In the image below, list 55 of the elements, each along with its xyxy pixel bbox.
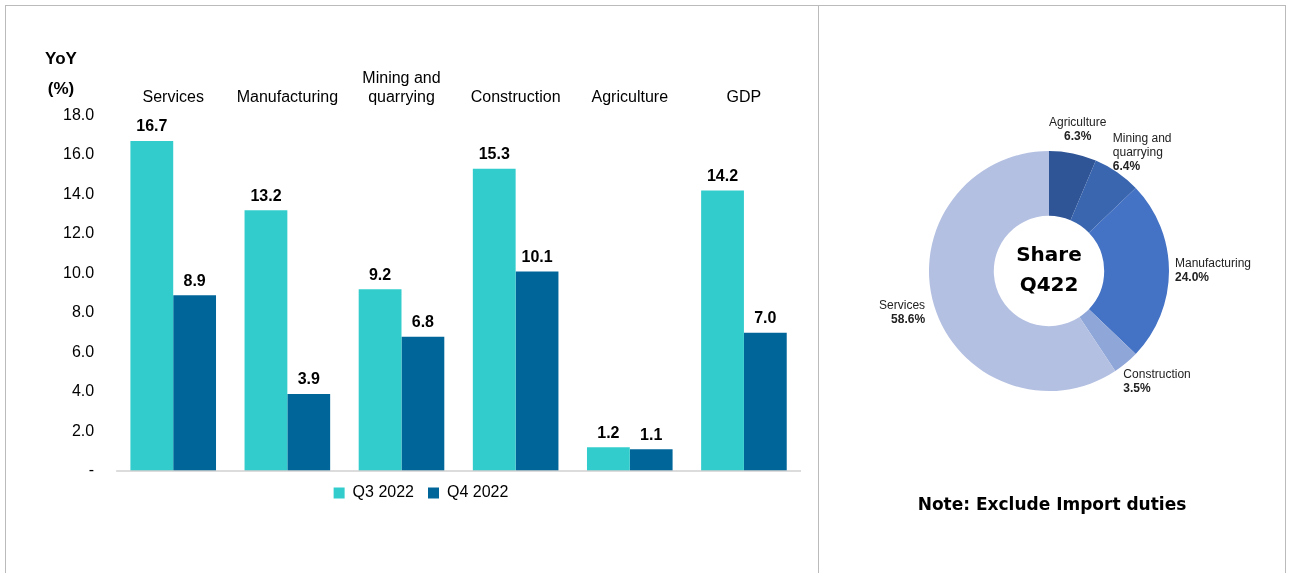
y-axis-title: YoY (%) (45, 48, 78, 98)
data-label: 3.5% (1123, 380, 1152, 395)
bar (130, 141, 174, 471)
data-label: 6.3% (1063, 129, 1092, 144)
bar (358, 289, 402, 471)
data-label: 7.0 (754, 309, 777, 327)
data-label: 16.7 (136, 117, 168, 135)
bar (401, 336, 445, 471)
bar (515, 271, 559, 471)
y-tick-label: 6.0 (71, 342, 95, 360)
y-tick-label: 12.0 (63, 224, 95, 242)
data-label: 24.0% (1175, 270, 1210, 285)
slice-label: Manufacturing (1175, 256, 1252, 271)
data-label: 8.9 (183, 271, 206, 289)
data-label: 15.3 (478, 145, 510, 163)
bar (244, 210, 288, 471)
y-tick-label: 16.0 (63, 145, 95, 163)
bar (287, 393, 331, 471)
y-tick-label: 14.0 (63, 184, 95, 202)
legend-label: Q3 2022 (352, 483, 415, 501)
y-tick-label: 8.0 (71, 303, 95, 321)
data-label: 14.2 (706, 166, 739, 184)
x-tick-label: GDP (726, 88, 762, 106)
y-tick-label: 4.0 (71, 382, 95, 400)
data-label: 58.6% (891, 311, 926, 326)
x-tick-label: Mining and quarrying (362, 69, 441, 106)
slice-label: Services (879, 297, 926, 312)
bar (701, 190, 744, 471)
text: Note: Exclude Import duties (916, 494, 1188, 514)
bar (629, 449, 673, 471)
data-label: 6.4% (1112, 158, 1141, 173)
data-label: 10.1 (521, 247, 553, 265)
y-tick-label: 2.0 (71, 421, 95, 439)
slice-label: Construction (1123, 366, 1191, 381)
data-label: 3.9 (297, 370, 320, 388)
y-tick-label: 18.0 (63, 105, 95, 123)
x-tick-label: Manufacturing (236, 88, 339, 106)
bar (586, 447, 630, 471)
slice-label: Mining and quarrying (1112, 130, 1172, 159)
data-label: 9.2 (368, 265, 392, 283)
x-tick-label: Construction (470, 88, 561, 106)
y-tick-label: - (88, 461, 95, 479)
bar (173, 295, 217, 471)
bar (472, 168, 516, 471)
legend-label: Q4 2022 (447, 483, 509, 501)
y-tick-label: 10.0 (63, 263, 95, 281)
bar (743, 332, 787, 471)
data-label: 1.2 (597, 423, 620, 441)
slice-label: Agriculture (1048, 115, 1107, 130)
data-label: 1.1 (640, 425, 663, 443)
x-tick-label: Services (142, 88, 204, 106)
data-label: 13.2 (250, 186, 282, 204)
data-label: 6.8 (411, 313, 435, 331)
text: Share Q422 (1016, 242, 1082, 297)
x-tick-label: Agriculture (591, 88, 669, 106)
